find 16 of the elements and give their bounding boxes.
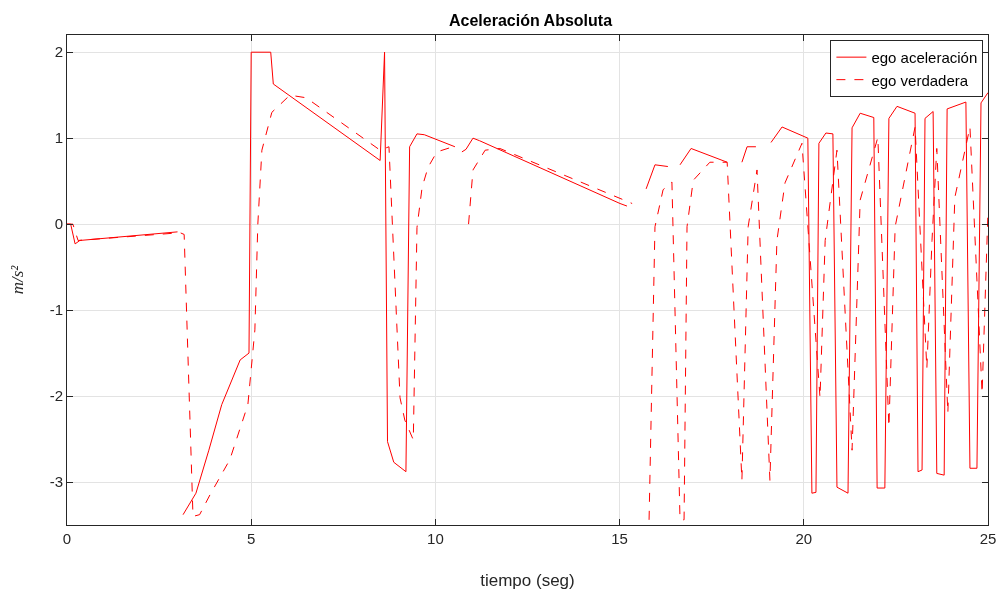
x-tick-label: 5 (247, 530, 256, 547)
y-tick-label: -1 (49, 301, 63, 319)
y-tick-label: -2 (49, 387, 63, 405)
y-tick-label: 1 (54, 129, 63, 147)
y-tick-label: 0 (54, 215, 63, 233)
legend-label: ego aceleración (871, 49, 978, 66)
chart-title: Aceleración Absoluta (449, 11, 613, 29)
x-tick-label: 15 (611, 530, 628, 547)
y-tick-label: 2 (54, 43, 63, 61)
y-axis-title: m/s² (8, 264, 27, 295)
legend-label: ego verdadera (871, 71, 969, 89)
x-axis-title: tiempo (seg) (480, 571, 575, 590)
y-tick-label: -3 (49, 473, 63, 491)
x-tick-label: 10 (427, 530, 444, 547)
x-tick-label: 25 (979, 530, 997, 547)
x-tick-label: 20 (795, 530, 813, 547)
